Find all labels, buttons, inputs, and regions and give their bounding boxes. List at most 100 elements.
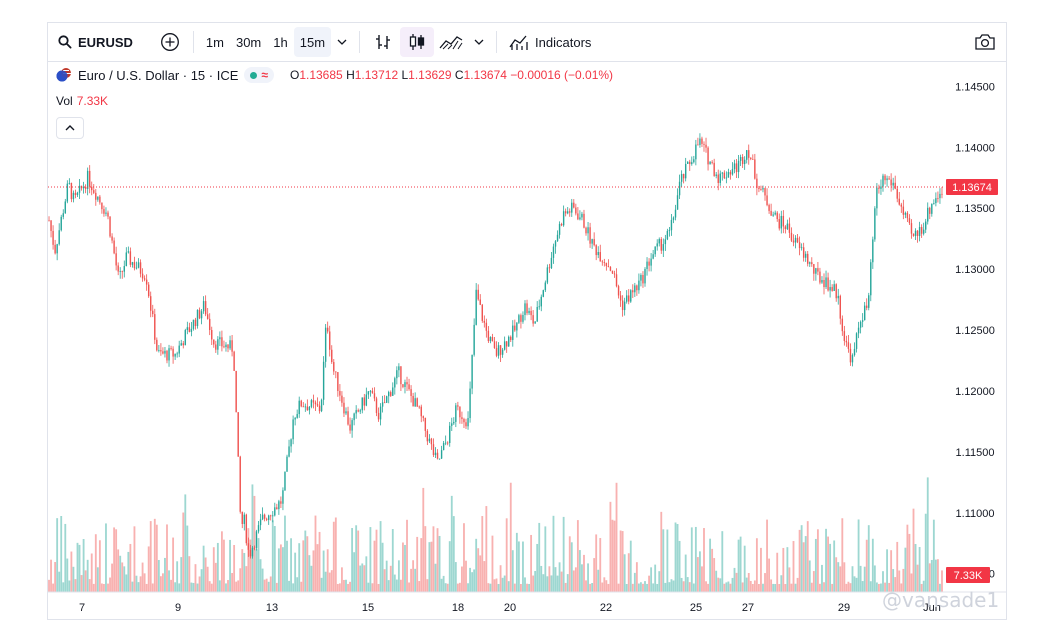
candle-body: [343, 402, 345, 414]
candle-body: [284, 471, 286, 491]
timeframe-30m[interactable]: 30m: [235, 34, 262, 50]
collapse-legend-button[interactable]: [56, 117, 84, 139]
candle-body: [902, 206, 905, 215]
volume-bar: [216, 542, 219, 592]
volume-bar: [68, 580, 71, 592]
candle-body: [693, 159, 695, 163]
candle-body: [339, 390, 341, 396]
volume-bar: [658, 571, 661, 592]
candle-body: [385, 396, 388, 403]
candle-body: [705, 144, 707, 148]
series-title[interactable]: Euro / U.S. Dollar · 15 · ICE: [78, 67, 239, 83]
candle-body: [119, 271, 121, 272]
candle-body: [833, 284, 835, 291]
candle-body: [166, 350, 168, 361]
candles-chart-button[interactable]: [400, 27, 435, 57]
volume-bar: [208, 581, 211, 592]
x-tick-label: 27: [742, 602, 754, 614]
market-open-dot: [250, 71, 258, 79]
timeframe-15m[interactable]: 15m: [293, 27, 332, 57]
candle-body: [827, 277, 829, 291]
candle-body: [707, 147, 709, 165]
volume-bar: [629, 540, 632, 592]
volume-bar: [416, 536, 419, 592]
bars-chart-button[interactable]: [366, 27, 400, 57]
price-chart[interactable]: 1.14500 1.14000 1.13500 1.13000 1.12500 1.120…: [48, 62, 1006, 620]
candle-body: [444, 442, 447, 444]
candle-body: [906, 212, 909, 219]
y-tick-label: 1.13500: [955, 203, 995, 215]
volume-bar: [113, 527, 116, 592]
volume-bar: [127, 551, 130, 592]
candle-body: [874, 208, 876, 240]
candle-body: [723, 172, 726, 179]
candle-body: [770, 210, 772, 216]
symbol-search-button[interactable]: EURUSD: [48, 27, 141, 57]
volume-bar: [581, 564, 583, 592]
candle-body: [150, 296, 152, 311]
timeframe-dropdown[interactable]: [331, 27, 353, 57]
snapshot-button[interactable]: [968, 27, 1002, 57]
candle-body: [603, 262, 606, 263]
volume-label: Vol: [56, 94, 73, 108]
candle-body: [898, 198, 900, 205]
volume-bar: [294, 552, 297, 592]
candle-body: [243, 514, 246, 524]
volume-bar: [920, 583, 923, 592]
volume-bar: [894, 577, 897, 592]
chart-type-dropdown[interactable]: [468, 27, 490, 57]
volume-bar: [178, 583, 181, 592]
volume-bar: [233, 544, 236, 592]
indicators-button[interactable]: Indicators: [503, 27, 597, 57]
volume-bar: [835, 557, 838, 592]
area-chart-button[interactable]: [434, 27, 468, 57]
volume-bar: [184, 494, 187, 592]
volume-bar: [542, 574, 545, 592]
candle-body: [91, 186, 93, 191]
volume-bar: [515, 532, 518, 592]
volume-bar: [310, 565, 313, 592]
candle-body: [900, 204, 903, 207]
candle-body: [558, 223, 561, 235]
compare-symbol-button[interactable]: [153, 27, 187, 57]
volume-bar: [247, 528, 250, 592]
volume-bar: [483, 561, 486, 592]
volume-bar: [855, 577, 858, 592]
volume-bar: [200, 569, 203, 592]
timeframe-1h[interactable]: 1h: [273, 34, 288, 50]
volume-bar: [235, 581, 238, 592]
volume-bar: [60, 515, 63, 592]
volume-bar: [713, 558, 716, 592]
volume-legend[interactable]: Vol 7.33K: [56, 94, 108, 108]
volume-bar: [239, 568, 242, 592]
volume-bar: [395, 579, 398, 592]
volume-bar: [757, 583, 760, 592]
volume-bar: [229, 539, 231, 592]
candle-body: [924, 221, 927, 230]
candle-body: [428, 438, 431, 442]
volume-bar: [186, 525, 189, 592]
candle-body: [585, 227, 587, 234]
market-status-badge[interactable]: ≈: [244, 67, 274, 83]
volume-bar: [330, 570, 333, 592]
volume-bar: [564, 582, 567, 592]
timeframe-1m[interactable]: 1m: [205, 34, 224, 50]
candle-body: [272, 515, 274, 517]
volume-bar: [556, 575, 559, 592]
volume-bar: [790, 583, 793, 592]
candle-body: [62, 213, 64, 217]
volume-bar: [566, 574, 569, 592]
candle-body: [58, 230, 60, 245]
volume-bar: [623, 554, 626, 592]
candle-body: [314, 402, 317, 405]
candle-body: [381, 402, 384, 407]
candle-body: [737, 160, 740, 173]
candle-body: [562, 211, 565, 226]
candle-body: [703, 143, 705, 145]
candle-body: [790, 232, 793, 241]
candle-body: [52, 230, 54, 245]
candle-body: [733, 163, 736, 170]
candle-body: [786, 223, 789, 230]
candle-body: [689, 161, 691, 165]
volume-bar: [682, 581, 685, 592]
